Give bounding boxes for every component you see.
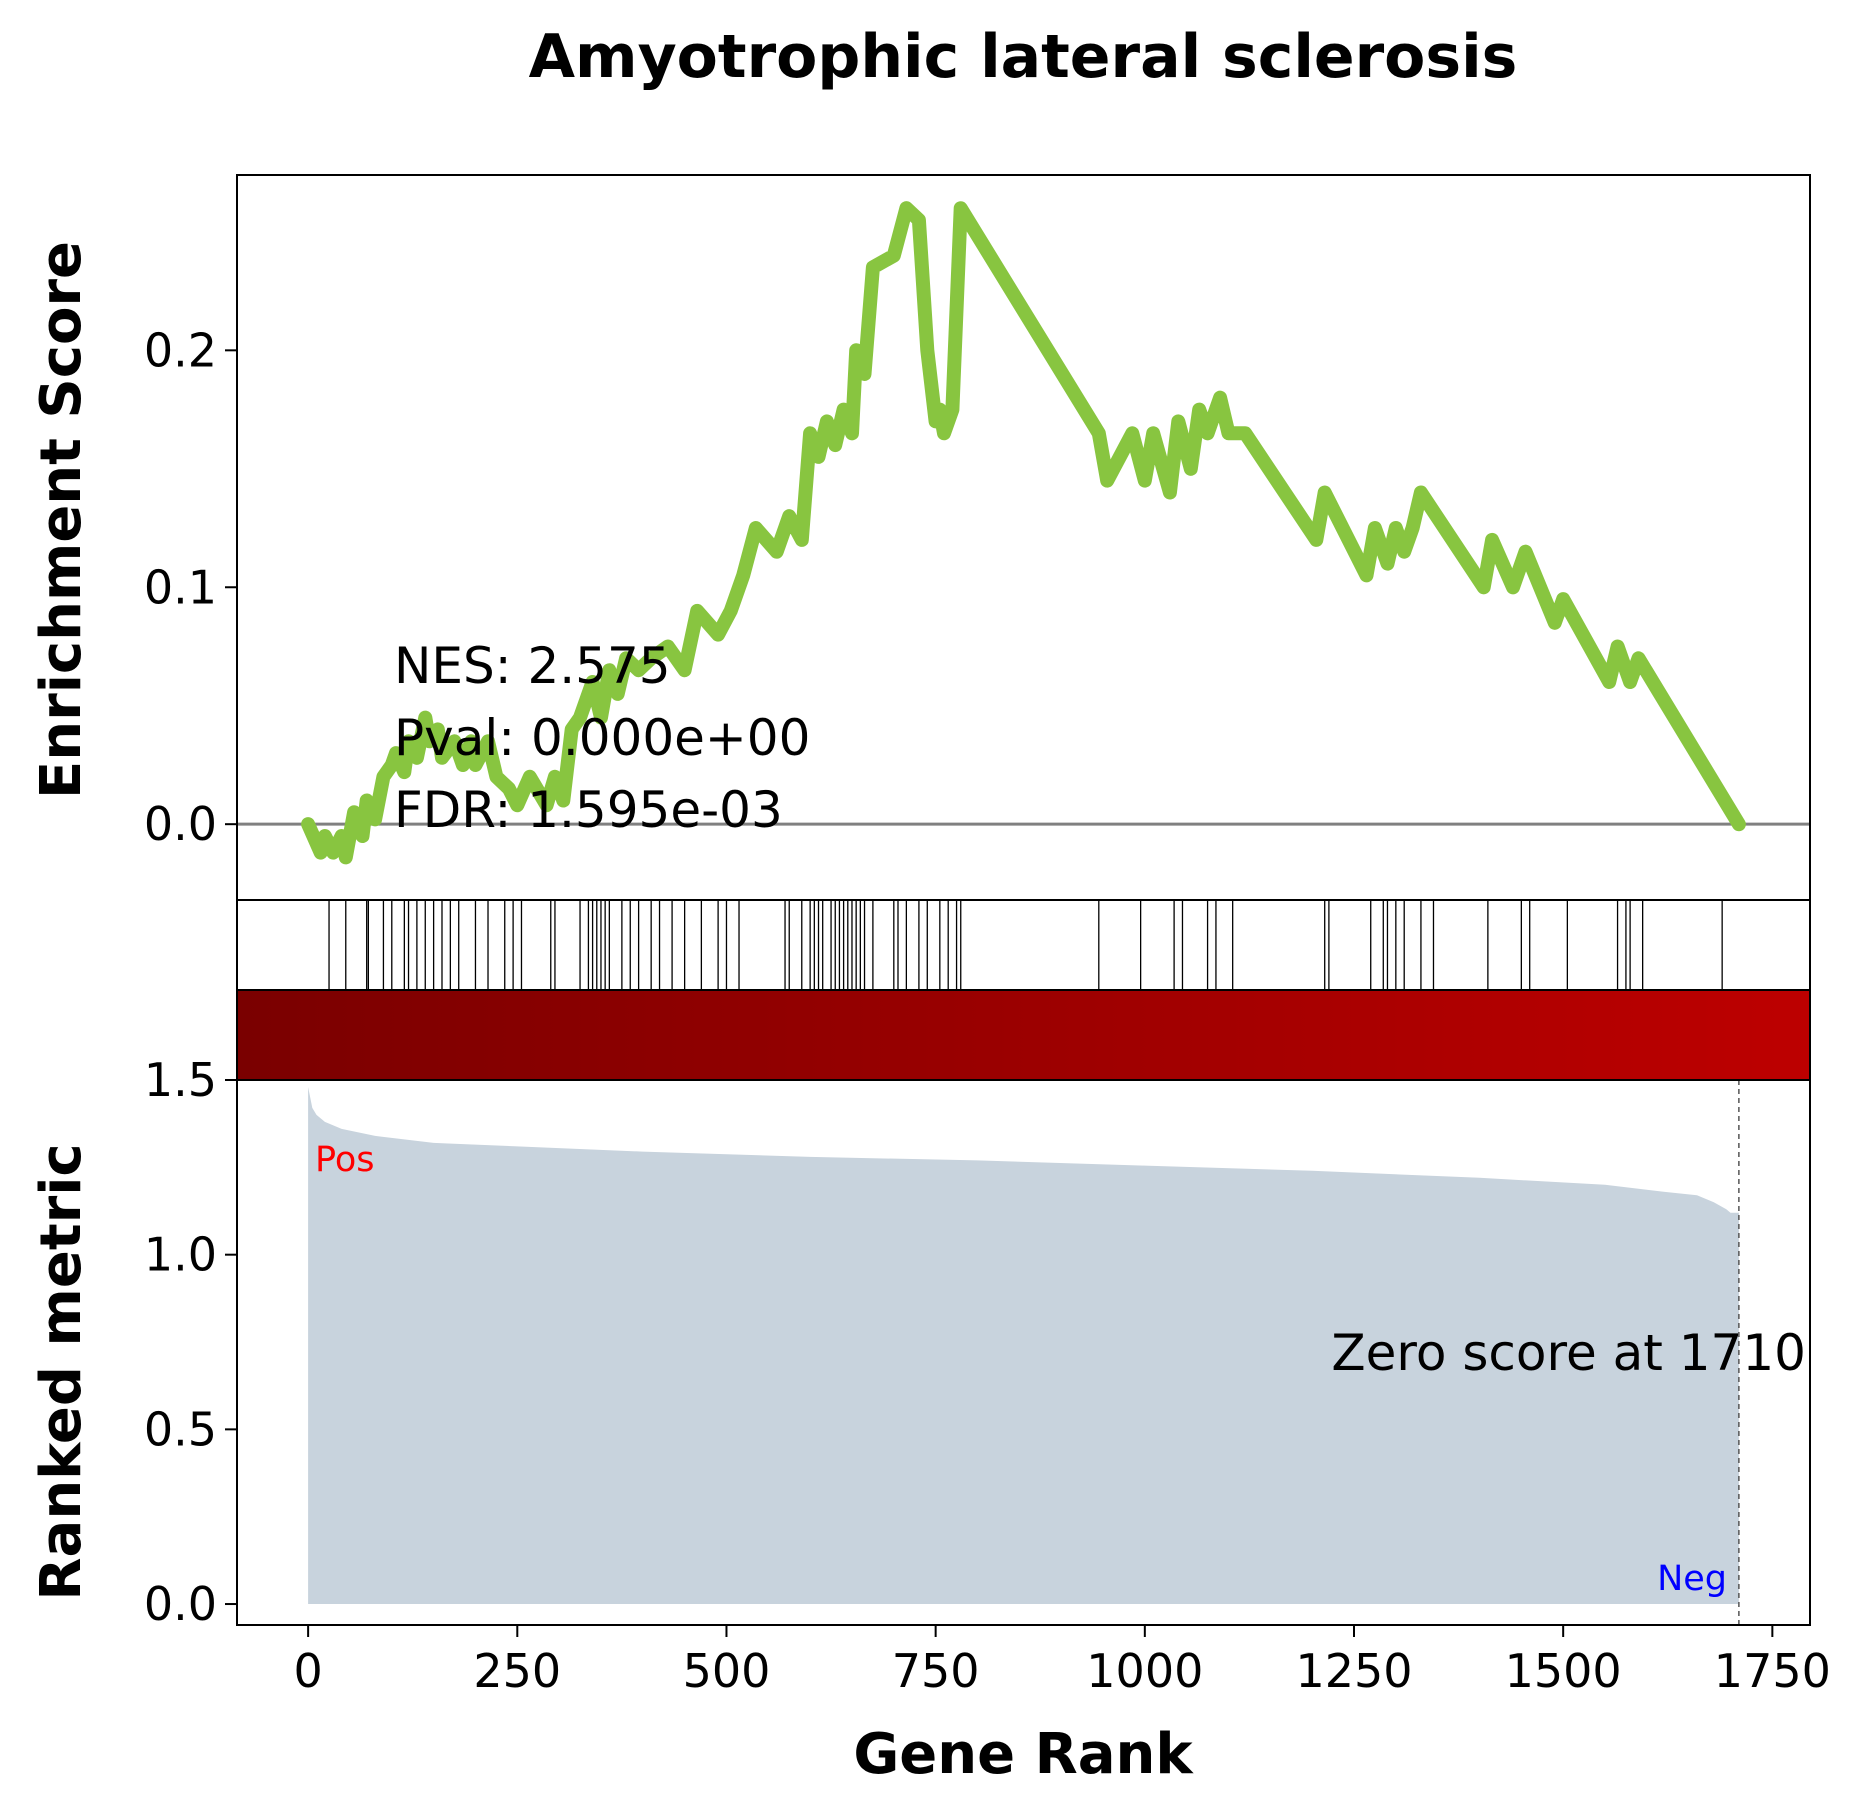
es-y-axis-label: Enrichment Score: [29, 241, 94, 799]
metric-tick-label: 0.5: [144, 1402, 217, 1456]
ranked-metric-fill: [308, 1087, 1739, 1604]
nes-label: NES: 2.575: [394, 637, 671, 695]
x-tick-label: 750: [892, 1644, 980, 1698]
hit-lines: [328, 900, 1723, 990]
fdr-label: FDR: 1.595e-03: [394, 781, 783, 839]
metric-panel-frame: [236, 1079, 1811, 1626]
x-axis-label: Gene Rank: [853, 1722, 1194, 1787]
metric-y-axis-label: Ranked metric: [29, 1143, 94, 1600]
es-tick-label: 0.2: [144, 323, 217, 377]
enrichment-curve-group: [301, 201, 1746, 865]
x-tick-label: 500: [683, 1644, 771, 1698]
x-tick-label: 1750: [1714, 1644, 1831, 1698]
x-tick-label: 1000: [1086, 1644, 1203, 1698]
pval-label: Pval: 0.000e+00: [394, 709, 810, 767]
pos-label: Pos: [315, 1140, 375, 1180]
x-axis-ticks: 0 250 500 750 1000 1250 1500 1750: [293, 1625, 1831, 1698]
hits-panel-frame: [236, 899, 1811, 991]
chart-title: Amyotrophic lateral sclerosis: [529, 22, 1518, 92]
metric-tick-label: 1.0: [144, 1228, 217, 1282]
es-y-ticks: 0.0 0.1 0.2: [144, 323, 237, 851]
ranking-heat-bar: [236, 989, 1811, 1081]
es-tick-label: 0.0: [144, 797, 217, 851]
enrichment-score-panel: 0.0 0.1 0.2 NES: 2.575 Pval: 0.000e+00 FDR…: [144, 174, 1811, 901]
metric-y-ticks: 0.0 0.5 1.0 1.5: [144, 1053, 237, 1631]
es-tick-label: 0.1: [144, 560, 217, 614]
zero-score-label: Zero score at 1710: [1331, 1324, 1806, 1382]
metric-tick-label: 0.0: [144, 1577, 217, 1631]
x-tick-label: 1500: [1505, 1644, 1622, 1698]
x-tick-label: 250: [473, 1644, 561, 1698]
x-tick-label: 0: [293, 1644, 322, 1698]
metric-fill-group: [308, 1087, 1739, 1604]
hits-panel: [236, 899, 1811, 991]
ranked-metric-panel: Pos Neg Zero score at 1710 0.00.51.01.5 …: [144, 1053, 1831, 1698]
enrichment-curve: [301, 201, 1746, 865]
metric-tick-label: 1.5: [144, 1053, 217, 1107]
neg-label: Neg: [1657, 1559, 1727, 1599]
x-tick-label: 1250: [1295, 1644, 1412, 1698]
